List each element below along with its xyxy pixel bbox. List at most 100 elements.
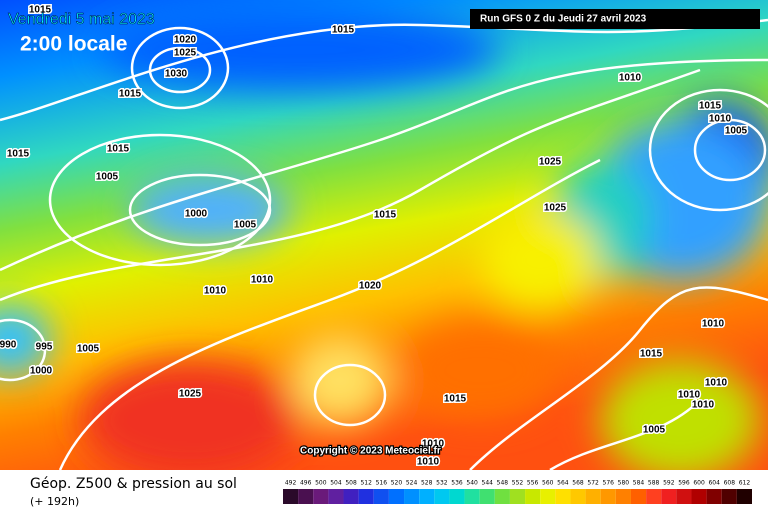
scale-label: 528 <box>421 480 433 487</box>
scale-swatch <box>570 489 586 504</box>
isobar-label: 990 <box>0 340 17 351</box>
isobar-label: 1000 <box>30 366 53 377</box>
isobar-label: 1015 <box>107 144 130 155</box>
scale-swatch <box>479 489 495 504</box>
scale-label: 540 <box>466 480 478 487</box>
scale-swatch <box>388 489 405 504</box>
scale-swatch <box>343 489 359 504</box>
scale-swatch <box>630 489 647 504</box>
run-info: Run GFS 0 Z du Jeudi 27 avril 2023 <box>480 14 647 25</box>
scale-swatch <box>615 489 631 504</box>
scale-label: 576 <box>603 480 615 487</box>
isobar-label: 1005 <box>725 126 748 137</box>
scale-label: 504 <box>330 480 342 487</box>
scale-label: 596 <box>678 480 690 487</box>
isobar-label: 1015 <box>332 25 355 36</box>
scale-swatch <box>661 489 677 504</box>
isobar-label: 1005 <box>234 220 257 231</box>
scale-label: 564 <box>557 480 569 487</box>
scale-label: 560 <box>542 480 554 487</box>
isobar-label: 1010 <box>251 275 274 286</box>
isobar-label: 1010 <box>692 400 715 411</box>
scale-label: 548 <box>497 480 509 487</box>
isobar-label: 1010 <box>619 73 642 84</box>
scale-swatch <box>721 489 737 504</box>
scale-label: 584 <box>633 480 645 487</box>
isobar-label: 1005 <box>77 344 100 355</box>
scale-swatch <box>540 489 556 504</box>
isobar-label: 1025 <box>179 389 202 400</box>
isobar-label: 1025 <box>544 203 567 214</box>
scale-swatch <box>600 489 616 504</box>
scale-swatch <box>525 489 541 504</box>
isobar-label: 1020 <box>359 281 382 292</box>
scale-swatch <box>555 489 571 504</box>
scale-label: 600 <box>693 480 705 487</box>
isobar-label: 1010 <box>705 378 728 389</box>
isobar-label: 1010 <box>417 457 440 468</box>
scale-label: 500 <box>315 480 327 487</box>
scale-swatch <box>676 489 692 504</box>
isobar-label: 1000 <box>185 209 208 220</box>
isobar-label: 1030 <box>165 69 188 80</box>
scale-swatch <box>706 489 722 504</box>
isobar-label: 1005 <box>96 172 119 183</box>
isobar-label: 1025 <box>174 48 197 59</box>
isobar-label: 1015 <box>119 89 142 100</box>
scale-label: 580 <box>618 480 630 487</box>
copyright: Copyright © 2023 Meteociel.fr <box>300 446 441 457</box>
isobar-label: 1025 <box>539 157 562 168</box>
isobar-label: 995 <box>36 342 53 353</box>
scale-label: 516 <box>376 480 388 487</box>
forecast-date: Vendredi 5 mai 2023 <box>8 11 155 28</box>
scale-label: 608 <box>724 480 736 487</box>
scale-label: 536 <box>451 480 463 487</box>
scale-swatch <box>736 489 752 504</box>
scale-swatch <box>449 489 465 504</box>
isobar-label: 1015 <box>699 101 722 112</box>
isobar-label: 1005 <box>643 425 666 436</box>
isobar-label: 1010 <box>709 114 732 125</box>
scale-label: 544 <box>482 480 494 487</box>
field <box>0 0 768 480</box>
scale-swatch <box>509 489 526 504</box>
scale-swatch <box>298 489 314 504</box>
forecast-time: 2:00 locale <box>20 33 127 56</box>
scale-swatch <box>313 489 329 504</box>
scale-label: 588 <box>648 480 660 487</box>
scale-label: 556 <box>527 480 539 487</box>
isobar-label: 1015 <box>444 394 467 405</box>
isobar-label: 1015 <box>7 149 30 160</box>
scale-swatch <box>404 489 420 504</box>
isobar-label: 1010 <box>422 439 445 450</box>
isobar-label: 1015 <box>640 349 663 360</box>
scale-label: 524 <box>406 480 418 487</box>
scale-label: 552 <box>512 480 524 487</box>
scale-label: 572 <box>587 480 599 487</box>
scale-label: 508 <box>345 480 357 487</box>
scale-swatch <box>373 489 389 504</box>
isobar-label: 1010 <box>204 286 227 297</box>
color-scale: 492 496 500 504 508 512 516 520 524 528 532 536 540 5… <box>283 480 752 504</box>
scale-swatch <box>464 489 480 504</box>
scale-label: 512 <box>360 480 372 487</box>
scale-label: 520 <box>391 480 403 487</box>
scale-label: 612 <box>739 480 751 487</box>
footer-title: Géop. Z500 & pression au sol <box>30 476 237 492</box>
isobar-label: 1020 <box>174 35 197 46</box>
scale-swatch <box>283 489 299 504</box>
scale-label: 532 <box>436 480 448 487</box>
isobar-label: 1015 <box>29 5 52 16</box>
run-box <box>470 9 760 29</box>
footer-lead: (+ 192h) <box>30 495 79 508</box>
scale-swatch <box>419 489 435 504</box>
isobar-label: 1010 <box>678 390 701 401</box>
scale-label: 492 <box>285 480 297 487</box>
scale-label: 568 <box>572 480 584 487</box>
isobar-label: 1010 <box>702 319 725 330</box>
scale-label: 592 <box>663 480 675 487</box>
isobar-label: 1015 <box>374 210 397 221</box>
scale-swatch <box>585 489 601 504</box>
scale-swatch <box>691 489 707 504</box>
